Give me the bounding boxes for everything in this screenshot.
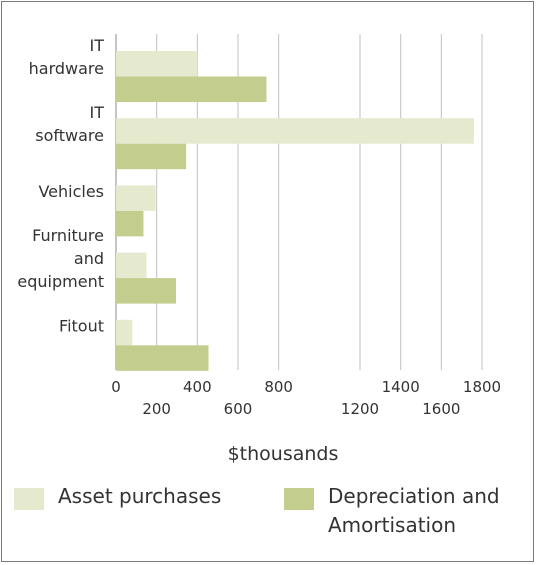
x-tick-label: 1600: [422, 400, 460, 418]
category-label: Furniture: [32, 226, 104, 245]
legend-swatch-depreciation-amortisation: [284, 488, 314, 510]
legend-swatch-asset-purchases: [14, 488, 44, 510]
bar-asset-purchases: [116, 118, 474, 144]
category-label: equipment: [17, 272, 104, 291]
x-tick-label: 1400: [382, 378, 420, 396]
bar-asset-purchases: [116, 185, 156, 211]
bars: [116, 51, 474, 371]
category-label: IT: [90, 36, 105, 55]
bar-depreciation-amortisation: [116, 76, 267, 102]
bar-asset-purchases: [116, 319, 133, 346]
legend: Asset purchases Depreciation and Amortis…: [0, 478, 537, 558]
x-tick-label: 600: [224, 400, 253, 418]
bar-depreciation-amortisation: [116, 143, 187, 170]
legend-label-asset-purchases: Asset purchases: [58, 484, 222, 508]
legend-label-depreciation-amortisation: Depreciation and Amortisation: [328, 484, 500, 537]
category-label: and: [74, 249, 104, 268]
legend-item-asset-purchases: Asset purchases: [14, 482, 221, 511]
x-tick-label: 1200: [341, 400, 379, 418]
x-tick-label: 0: [111, 378, 121, 396]
x-tick-label: 400: [183, 378, 212, 396]
bar-asset-purchases: [116, 252, 147, 279]
bar-chart: IT hardware IT software Vehicles Furniture and…: [17, 34, 501, 465]
category-label: software: [35, 126, 104, 145]
bar-asset-purchases: [116, 51, 198, 77]
bar-depreciation-amortisation: [116, 345, 209, 371]
legend-item-depreciation-amortisation: Depreciation and Amortisation: [284, 482, 500, 540]
x-axis-title: $thousands: [228, 443, 339, 465]
category-labels: IT hardware IT software Vehicles Furniture and…: [17, 36, 104, 335]
category-label: Fitout: [59, 316, 104, 335]
x-tick-label: 1800: [463, 378, 501, 396]
x-tick-label: 800: [264, 378, 293, 396]
category-label: hardware: [29, 59, 104, 78]
category-label: Vehicles: [38, 182, 104, 201]
bar-depreciation-amortisation: [116, 210, 144, 237]
x-tick-label: 200: [142, 400, 171, 418]
category-label: IT: [90, 103, 105, 122]
bar-depreciation-amortisation: [116, 278, 176, 304]
